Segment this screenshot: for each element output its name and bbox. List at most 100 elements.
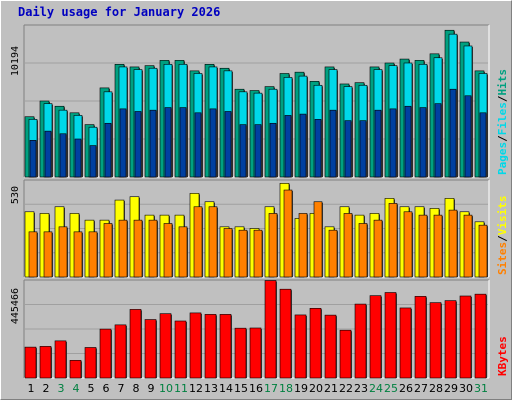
bar-sites-14 (223, 228, 233, 278)
bar-sites-31 (478, 224, 488, 278)
x-tick-label-8: 8 (133, 382, 140, 395)
legend-0: Pages/Files/Hits (496, 69, 509, 175)
bar-sites-2 (43, 231, 53, 278)
bar-sites-22 (343, 213, 353, 278)
bar-pages-27 (419, 107, 427, 178)
bar-sites-13 (208, 206, 218, 278)
bar-kbytes-19 (294, 314, 307, 379)
bar-pages-18 (284, 115, 292, 178)
bar-pages-29 (449, 88, 457, 178)
bar-pages-20 (314, 119, 322, 178)
bar-sites-23 (358, 223, 368, 278)
bar-sites-9 (148, 219, 158, 278)
legend-entry-pages: Pages (496, 142, 509, 175)
x-tick-label-27: 27 (414, 382, 428, 395)
x-tick-label-10: 10 (159, 382, 173, 395)
bar-sites-18 (283, 189, 293, 278)
bar-sites-17 (268, 213, 278, 278)
bar-sites-20 (313, 201, 323, 278)
x-tick-label-3: 3 (58, 382, 65, 395)
bar-kbytes-13 (204, 314, 217, 379)
bar-kbytes-20 (309, 308, 322, 379)
x-tick-label-31: 31 (474, 382, 488, 395)
bar-pages-10 (164, 107, 172, 178)
bar-pages-3 (59, 133, 67, 178)
bar-pages-4 (74, 138, 82, 178)
bar-sites-16 (253, 229, 263, 278)
bar-kbytes-28 (429, 302, 442, 379)
legend-1: Sites/Visits (496, 196, 509, 276)
bar-kbytes-23 (354, 303, 367, 379)
legend-separator: / (496, 235, 509, 242)
bar-pages-30 (464, 95, 472, 178)
x-tick-label-24: 24 (369, 382, 383, 395)
bar-sites-27 (418, 214, 428, 278)
x-tick-label-9: 9 (148, 382, 155, 395)
legend-entry-sites: Sites (496, 242, 509, 275)
bar-sites-24 (373, 219, 383, 278)
legend-entry-files: Files (496, 102, 509, 135)
x-tick-label-18: 18 (279, 382, 293, 395)
bar-kbytes-26 (399, 307, 412, 379)
bar-pages-11 (179, 107, 187, 178)
bar-pages-17 (269, 122, 277, 178)
bar-kbytes-11 (174, 320, 187, 379)
x-tick-label-14: 14 (219, 382, 233, 395)
x-tick-label-17: 17 (264, 382, 278, 395)
bar-kbytes-12 (189, 312, 202, 379)
x-tick-label-29: 29 (444, 382, 458, 395)
bar-pages-12 (194, 112, 202, 178)
bar-sites-25 (388, 203, 398, 278)
bar-kbytes-4 (69, 360, 82, 379)
bar-pages-2 (44, 130, 52, 178)
x-tick-label-2: 2 (43, 382, 50, 395)
x-tick-label-28: 28 (429, 382, 443, 395)
bar-sites-10 (163, 223, 173, 278)
legend-separator: / (496, 95, 509, 102)
bar-kbytes-3 (54, 340, 67, 379)
bar-pages-8 (134, 111, 142, 178)
bar-kbytes-17 (264, 280, 277, 379)
bar-sites-8 (133, 219, 143, 278)
bar-pages-21 (329, 109, 337, 178)
bar-pages-22 (344, 120, 352, 178)
x-tick-label-5: 5 (88, 382, 95, 395)
x-tick-label-1: 1 (28, 382, 35, 395)
bar-kbytes-25 (384, 292, 397, 379)
bar-pages-15 (239, 124, 247, 178)
bar-kbytes-9 (144, 319, 157, 379)
bar-pages-9 (149, 109, 157, 178)
bar-pages-19 (299, 113, 307, 178)
legend-entry-visits: Visits (496, 196, 509, 236)
x-tick-label-11: 11 (174, 382, 188, 395)
bar-pages-14 (224, 111, 232, 178)
bar-pages-25 (389, 108, 397, 178)
x-tick-label-21: 21 (324, 382, 338, 395)
bar-kbytes-30 (459, 295, 472, 379)
bar-pages-16 (254, 124, 262, 178)
bar-pages-24 (374, 109, 382, 178)
x-tick-label-6: 6 (103, 382, 110, 395)
legend-entry-hits: Hits (496, 69, 509, 96)
bar-sites-7 (118, 219, 128, 278)
bar-sites-19 (298, 213, 308, 278)
bar-sites-11 (178, 226, 188, 278)
y-tick-label-2: 445466 (10, 288, 21, 324)
bar-kbytes-31 (474, 293, 487, 379)
x-tick-label-12: 12 (189, 382, 203, 395)
bar-pages-23 (359, 120, 367, 178)
bar-sites-5 (88, 231, 98, 278)
x-tick-label-16: 16 (249, 382, 263, 395)
bar-kbytes-14 (219, 314, 232, 379)
x-tick-label-30: 30 (459, 382, 473, 395)
bar-kbytes-15 (234, 327, 247, 379)
bar-kbytes-27 (414, 296, 427, 379)
bar-pages-1 (29, 140, 37, 178)
bar-kbytes-18 (279, 288, 292, 379)
x-tick-label-22: 22 (339, 382, 353, 395)
chart-title: Daily usage for January 2026 (18, 5, 221, 19)
x-tick-label-7: 7 (118, 382, 125, 395)
x-tick-label-13: 13 (204, 382, 218, 395)
legend-entry-kbytes: KBytes (496, 336, 509, 376)
